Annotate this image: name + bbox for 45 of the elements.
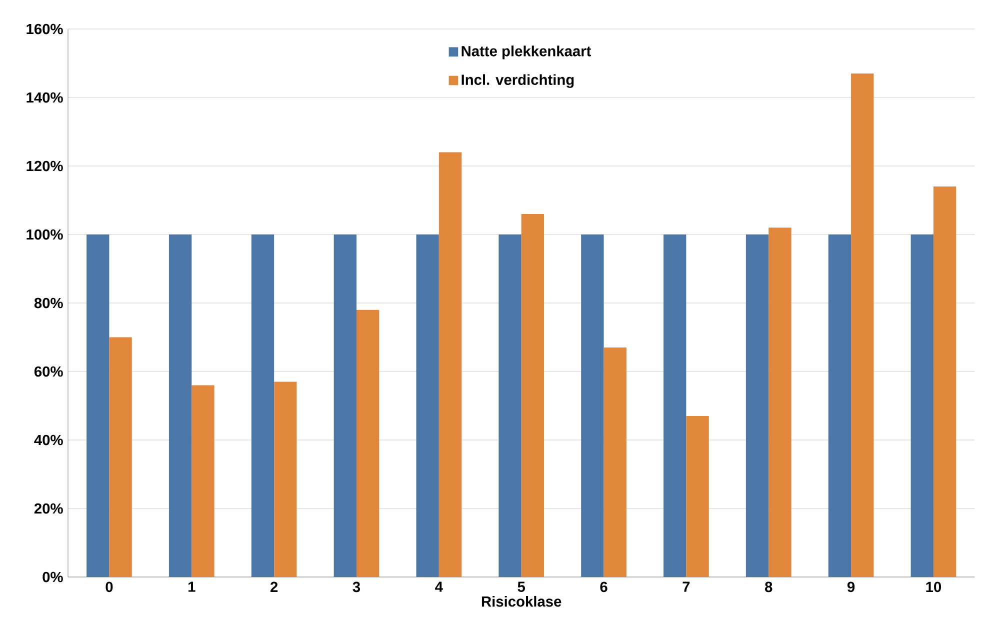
x-tick-label: 10 bbox=[926, 582, 942, 592]
bar bbox=[581, 234, 604, 577]
x-tick-label: 9 bbox=[847, 582, 855, 592]
bar bbox=[604, 348, 626, 577]
bar bbox=[356, 310, 380, 577]
bar bbox=[746, 234, 769, 577]
bar bbox=[664, 234, 686, 577]
bar bbox=[828, 234, 852, 577]
bar bbox=[109, 337, 132, 577]
x-tick-label: 1 bbox=[188, 582, 196, 592]
y-tick-label: 60% bbox=[34, 366, 63, 377]
bar bbox=[933, 186, 956, 577]
bar bbox=[334, 234, 356, 577]
x-axis-title: Risicoklase bbox=[482, 596, 562, 607]
y-tick-label: 20% bbox=[34, 503, 63, 514]
legend-label: Incl. verdichting bbox=[462, 74, 574, 88]
y-tick-label: 140% bbox=[26, 92, 63, 103]
y-tick-label: 100% bbox=[26, 229, 63, 240]
y-tick-label: 40% bbox=[34, 434, 63, 446]
bar bbox=[851, 74, 874, 577]
bar bbox=[86, 234, 110, 577]
y-tick-label: 0% bbox=[42, 572, 63, 582]
bar bbox=[416, 234, 439, 577]
y-tick-label: 120% bbox=[26, 160, 63, 172]
bar bbox=[686, 416, 709, 577]
x-tick-label: 0 bbox=[106, 582, 113, 592]
bar bbox=[910, 234, 934, 577]
bar bbox=[498, 234, 522, 577]
bar bbox=[251, 234, 274, 577]
bar bbox=[438, 152, 462, 577]
x-tick-label: 4 bbox=[435, 582, 443, 592]
legend-label: Natte plekkenkaart bbox=[462, 46, 592, 60]
bar bbox=[768, 228, 792, 577]
x-tick-label: 8 bbox=[764, 582, 772, 592]
bar bbox=[274, 382, 297, 577]
x-tick-label: 3 bbox=[352, 582, 360, 592]
x-tick-label: 6 bbox=[600, 582, 608, 592]
bar bbox=[521, 214, 544, 577]
bar bbox=[192, 385, 214, 577]
y-tick-label: 80% bbox=[34, 298, 63, 308]
x-tick-label: 5 bbox=[518, 582, 525, 592]
x-tick-label: 7 bbox=[682, 582, 690, 592]
bar bbox=[168, 234, 192, 577]
x-tick-label: 2 bbox=[270, 582, 278, 592]
y-tick-label: 160% bbox=[26, 24, 63, 34]
